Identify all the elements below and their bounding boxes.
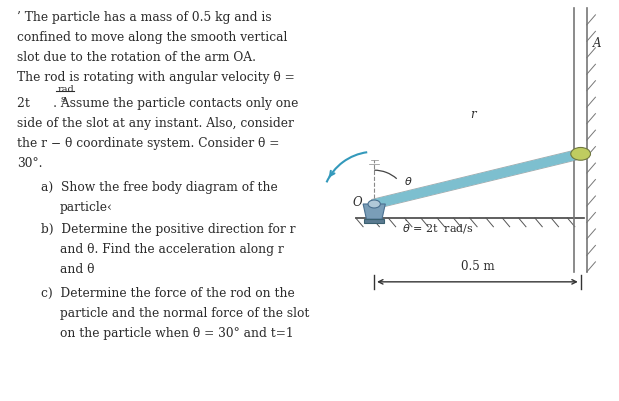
Text: and θ: and θ — [60, 262, 95, 275]
Text: ’ The particle has a mass of 0.5 kg and is: ’ The particle has a mass of 0.5 kg and … — [17, 11, 271, 24]
Text: $\theta$: $\theta$ — [404, 174, 412, 186]
Text: O: O — [353, 195, 363, 208]
Text: the r − θ coordinate system. Consider θ =: the r − θ coordinate system. Consider θ … — [17, 137, 279, 150]
Text: side of the slot at any instant. Also, consider: side of the slot at any instant. Also, c… — [17, 117, 293, 130]
Text: c)  Determine the force of the rod on the: c) Determine the force of the rod on the — [41, 286, 295, 299]
Text: slot due to the rotation of the arm OA.: slot due to the rotation of the arm OA. — [17, 51, 256, 64]
Text: s: s — [61, 95, 66, 104]
Text: particle‹: particle‹ — [60, 200, 113, 213]
Text: The rod is rotating with angular velocity θ =: The rod is rotating with angular velocit… — [17, 71, 295, 84]
Text: 30°.: 30°. — [17, 157, 42, 170]
Text: A: A — [593, 37, 602, 50]
Text: b)  Determine the positive direction for r: b) Determine the positive direction for … — [41, 223, 296, 235]
Text: $\dot{\theta}$ = 2t  rad/s: $\dot{\theta}$ = 2t rad/s — [402, 219, 474, 236]
Text: confined to move along the smooth vertical: confined to move along the smooth vertic… — [17, 31, 287, 44]
Text: r: r — [470, 108, 475, 121]
Polygon shape — [364, 220, 384, 224]
Polygon shape — [363, 205, 385, 220]
Circle shape — [571, 148, 591, 161]
Text: 0.5 m: 0.5 m — [461, 259, 494, 272]
Text: rad: rad — [58, 85, 74, 94]
Circle shape — [368, 200, 380, 209]
Text: particle and the normal force of the slot: particle and the normal force of the slo… — [60, 306, 310, 319]
Text: and θ. Find the acceleration along r: and θ. Find the acceleration along r — [60, 242, 284, 255]
Text: 2t      . Assume the particle contacts only one: 2t . Assume the particle contacts only o… — [17, 97, 298, 110]
Text: a)  Show the free body diagram of the: a) Show the free body diagram of the — [41, 180, 278, 194]
Text: on the particle when θ = 30° and t=1: on the particle when θ = 30° and t=1 — [60, 326, 293, 339]
